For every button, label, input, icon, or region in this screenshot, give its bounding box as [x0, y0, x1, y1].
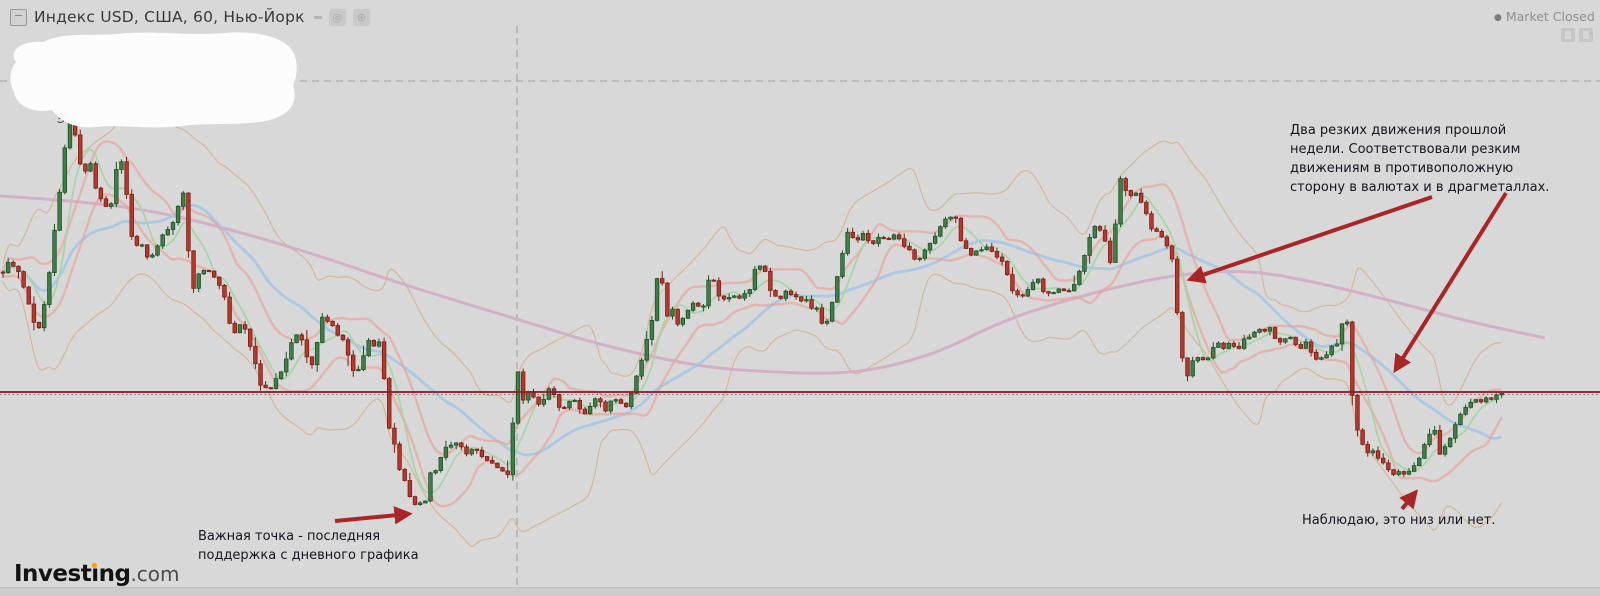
logo-text: ng: [98, 561, 131, 587]
whiteout-scribble: [10, 32, 297, 128]
chart-title: Индекс USD, США, 60, Нью-Йорк: [34, 8, 305, 26]
annotation-line: движениям в противоположную: [1290, 161, 1514, 176]
logo-text: Invest: [14, 561, 92, 587]
title-caret-icon[interactable]: [313, 15, 322, 19]
annotation-line: Важная точка - последняя: [198, 529, 381, 544]
chart-tool-button-2[interactable]: [1579, 28, 1593, 42]
annotation-line: Два резких движения прошлой: [1290, 123, 1507, 138]
annotation-line: Наблюдаю, это низ или нет.: [1302, 513, 1496, 528]
long-ma-line: [0, 194, 1546, 375]
chart-header: − Индекс USD, США, 60, Нью-Йорк ◎ ⊛: [10, 8, 370, 26]
envelope-channel: [1, 140, 1503, 508]
settings-icon[interactable]: ⊛: [352, 8, 370, 26]
candles-layer: [0, 100, 1504, 506]
investing-logo[interactable]: Investı ng.com: [14, 561, 180, 587]
support-horizontal-line[interactable]: [0, 391, 1600, 395]
time-axis-strip: [0, 587, 1600, 596]
annotation-line: сторону в валютах и в драгметаллах.: [1290, 180, 1550, 195]
logo-i-letter: ı: [91, 561, 99, 587]
chart-tool-button-1[interactable]: [1561, 28, 1575, 42]
logo-suffix: .com: [130, 562, 180, 586]
fast-ma-line: [2, 148, 1502, 494]
collapse-panel-button[interactable]: −: [10, 8, 27, 26]
market-status-label: Market Closed: [1505, 9, 1595, 24]
annotation-important-point: Важная точка - последняя поддержка с дне…: [198, 527, 419, 565]
medium-ma-line: [2, 203, 1502, 457]
annotation-two-sharp-moves: Два резких движения прошлой недели. Соот…: [1290, 121, 1549, 197]
snapshot-icon[interactable]: ◎: [328, 8, 346, 26]
bollinger-bands: [2, 99, 1503, 547]
market-status: ● Market Closed: [1494, 9, 1595, 24]
status-dot-icon: ●: [1494, 13, 1502, 23]
annotation-line: поддержка с дневного графика: [198, 548, 419, 563]
logo-orange-dot-icon: [92, 563, 97, 568]
annotation-arrows[interactable]: [334, 191, 1508, 525]
annotation-line: недели. Соответствовали резким: [1290, 142, 1521, 157]
annotation-watching-low: Наблюдаю, это низ или нет.: [1302, 511, 1496, 530]
